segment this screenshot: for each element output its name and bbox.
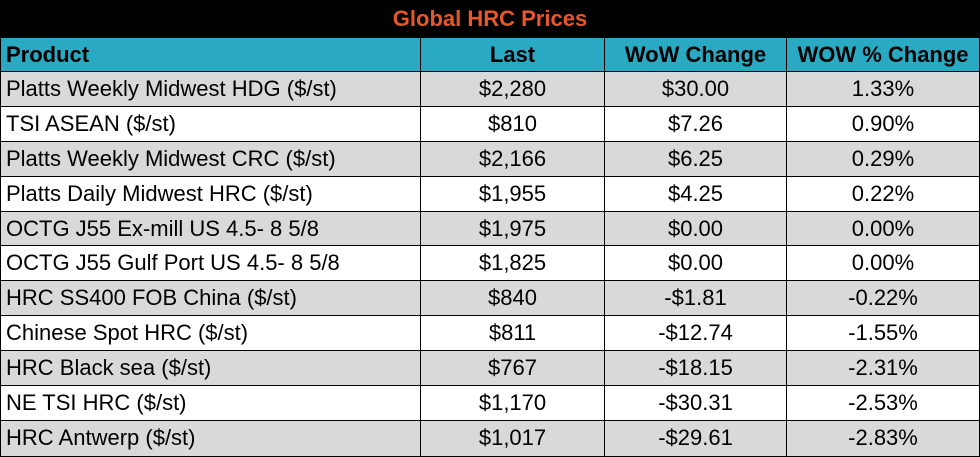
header-product: Product <box>1 38 421 71</box>
cell-wow-pct-change: -2.31% <box>848 355 918 381</box>
table-row: Platts Weekly Midwest HDG ($/st) $2,280 $3… <box>1 72 979 107</box>
cell-wow-pct-change: -2.53% <box>848 389 918 415</box>
cell-wow-change: -$30.31 <box>605 386 787 420</box>
cell-wow-change: -$18.15 <box>605 351 787 386</box>
cell-wow-pct-change: 0.90% <box>851 110 915 136</box>
table-row: NE TSI HRC ($/st) $1,170 -$30.31 -2.53% <box>1 386 979 421</box>
cell-wow-pct-change: 0.00% <box>851 250 915 276</box>
table-row: Chinese Spot HRC ($/st) $811 -$12.74 -1.55% <box>1 316 979 352</box>
table-title: Global HRC Prices <box>1 1 979 38</box>
table-row: HRC SS400 FOB China ($/st) $840 -$1.81 -0.2… <box>1 281 979 317</box>
cell-wow-pct-change: 0.22% <box>851 180 915 206</box>
cell-last: $840 <box>421 281 605 316</box>
cell-last: $1,955 <box>421 176 605 211</box>
table-body: Platts Weekly Midwest HDG ($/st) $2,280 $3… <box>1 72 979 456</box>
cell-wow-pct-change: 0.29% <box>851 145 915 171</box>
cell-last: $1,170 <box>421 386 605 420</box>
cell-wow-pct-change: -0.22% <box>848 285 918 311</box>
header-row: Product Last WoW Change WOW % Change <box>1 38 979 72</box>
table-row: TSI ASEAN ($/st) $810 $7.26 0.90% <box>1 106 979 142</box>
cell-last: $1,975 <box>421 211 605 246</box>
cell-product: NE TSI HRC ($/st) <box>1 386 421 420</box>
cell-product: Platts Daily Midwest HRC ($/st) <box>1 176 421 211</box>
cell-wow-pct-change: -2.83% <box>848 425 918 451</box>
cell-wow-change: $7.26 <box>605 106 787 141</box>
cell-last: $811 <box>421 316 605 351</box>
cell-product: HRC Antwerp ($/st) <box>1 420 421 456</box>
cell-product: OCTG J55 Ex-mill US 4.5- 8 5/8 <box>1 211 421 246</box>
cell-wow-change: -$1.81 <box>605 281 787 316</box>
cell-wow-change: $4.25 <box>605 176 787 211</box>
cell-wow-pct-change: 0.00% <box>851 215 915 241</box>
table-row: HRC Black sea ($/st) $767 -$18.15 -2.31% <box>1 351 979 387</box>
cell-last: $1,825 <box>421 246 605 281</box>
cell-product: Platts Weekly Midwest CRC ($/st) <box>1 141 421 176</box>
header-wow-pct-change: WOW % Change <box>797 41 969 67</box>
cell-product: HRC Black sea ($/st) <box>1 351 421 386</box>
table-row: OCTG J55 Gulf Port US 4.5- 8 5/8 $1,825 $0… <box>1 246 979 282</box>
table-row: Platts Weekly Midwest CRC ($/st) $2,166 $6… <box>1 141 979 177</box>
cell-last: $767 <box>421 351 605 386</box>
cell-wow-change: $0.00 <box>605 246 787 281</box>
cell-last: $810 <box>421 106 605 141</box>
cell-wow-pct-change: 1.33% <box>851 75 915 101</box>
cell-wow-change: $30.00 <box>605 72 787 106</box>
cell-product: OCTG J55 Gulf Port US 4.5- 8 5/8 <box>1 246 421 281</box>
cell-last: $2,166 <box>421 141 605 176</box>
cell-product: Chinese Spot HRC ($/st) <box>1 316 421 351</box>
cell-product: TSI ASEAN ($/st) <box>1 106 421 141</box>
cell-wow-pct-change: -1.55% <box>848 320 918 346</box>
cell-last: $1,017 <box>421 420 605 456</box>
cell-wow-change: $6.25 <box>605 141 787 176</box>
table-row: Platts Daily Midwest HRC ($/st) $1,955 $4.… <box>1 176 979 212</box>
header-wow-change: WoW Change <box>605 38 787 71</box>
table-row: HRC Antwerp ($/st) $1,017 -$29.61 -2.83% <box>1 420 979 456</box>
cell-product: HRC SS400 FOB China ($/st) <box>1 281 421 316</box>
cell-wow-change: $0.00 <box>605 211 787 246</box>
cell-product: Platts Weekly Midwest HDG ($/st) <box>1 72 421 106</box>
cell-wow-change: -$29.61 <box>605 420 787 456</box>
table-row: OCTG J55 Ex-mill US 4.5- 8 5/8 $1,975 $0.0… <box>1 211 979 247</box>
cell-last: $2,280 <box>421 72 605 106</box>
header-last: Last <box>421 38 605 71</box>
cell-wow-change: -$12.74 <box>605 316 787 351</box>
